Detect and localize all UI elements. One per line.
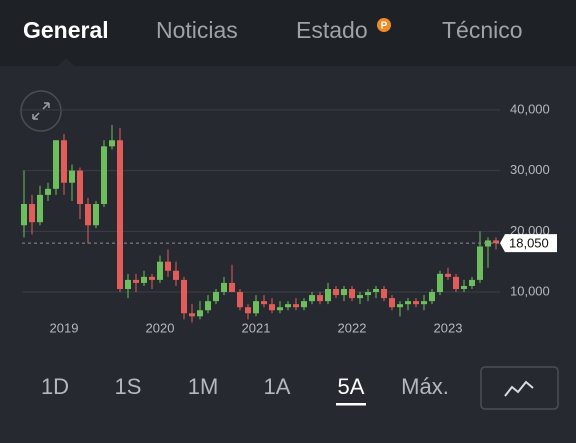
range-button[interactable]: 1A xyxy=(264,374,291,399)
candle-body xyxy=(133,279,139,283)
candle-body xyxy=(293,304,299,308)
tab[interactable]: Estado xyxy=(296,17,368,43)
candle-body xyxy=(309,295,315,302)
candle-body xyxy=(381,288,387,299)
candle-body xyxy=(413,301,419,305)
candle-body xyxy=(237,292,243,308)
tab[interactable]: General xyxy=(23,17,109,43)
estado-icon-glyph: P xyxy=(381,21,388,32)
candle-body xyxy=(245,307,251,314)
candle-body xyxy=(493,240,499,244)
x-tick-label: 2019 xyxy=(50,320,79,335)
candle-body xyxy=(453,276,459,289)
candle-body xyxy=(341,288,347,296)
range-button[interactable]: 1S xyxy=(115,374,142,399)
x-tick-label: 2022 xyxy=(338,320,367,335)
candle-body xyxy=(213,292,219,302)
candle-body xyxy=(461,285,467,289)
candle-body xyxy=(389,298,395,308)
candle-body xyxy=(301,301,307,308)
candle-body xyxy=(477,246,483,280)
tab-pointer xyxy=(58,58,74,66)
candle-body xyxy=(445,273,451,277)
y-tick-label: 20,000 xyxy=(510,223,550,238)
y-tick-label: 10,000 xyxy=(510,283,550,298)
candle-body xyxy=(421,301,427,305)
candle-body xyxy=(333,288,339,296)
candle-body xyxy=(157,261,163,280)
chart-type-icon xyxy=(504,380,534,397)
price-label-box xyxy=(500,234,557,253)
candle-body xyxy=(45,188,51,195)
candle-body xyxy=(189,313,195,317)
x-tick-label: 2023 xyxy=(434,320,463,335)
chart-type-button[interactable] xyxy=(480,366,559,410)
y-tick-label: 30,000 xyxy=(510,162,550,177)
range-button[interactable]: 1D xyxy=(41,374,69,399)
candle-body xyxy=(349,288,355,299)
candle-body xyxy=(253,301,259,314)
candle-body xyxy=(397,304,403,308)
candle-body xyxy=(37,194,43,223)
candle-body xyxy=(117,140,123,289)
candle-body xyxy=(365,292,371,296)
tab[interactable]: Técnico xyxy=(442,17,523,43)
candle-body xyxy=(101,146,107,204)
candle-body xyxy=(125,279,131,289)
x-tick-label: 2021 xyxy=(242,320,271,335)
candle-body xyxy=(269,304,275,311)
candle-body xyxy=(285,304,291,308)
candle-body xyxy=(149,276,155,280)
expand-button[interactable] xyxy=(20,90,62,132)
candle-body xyxy=(173,270,179,280)
range-button[interactable]: 1M xyxy=(188,374,219,399)
tab[interactable]: Noticias xyxy=(156,17,238,43)
candle-body xyxy=(325,288,331,302)
candle-body xyxy=(317,295,323,302)
candle-body xyxy=(53,140,59,189)
candle-body xyxy=(165,261,171,271)
tab-bar xyxy=(0,0,576,66)
candle-body xyxy=(229,282,235,293)
expand-icon xyxy=(32,102,50,120)
candle-body xyxy=(221,282,227,293)
range-button[interactable]: 5A xyxy=(338,374,365,399)
candle-body xyxy=(469,279,475,286)
candle-body xyxy=(181,279,187,314)
candle-body xyxy=(29,203,35,223)
candle-body xyxy=(437,273,443,293)
range-underline xyxy=(336,403,366,406)
range-button[interactable]: Máx. xyxy=(401,374,449,399)
candle-body xyxy=(93,203,99,226)
candle-body xyxy=(357,295,363,299)
estado-icon xyxy=(377,18,391,32)
x-tick-label: 2020 xyxy=(146,320,175,335)
candle-body xyxy=(373,288,379,293)
y-tick-label: 40,000 xyxy=(510,101,550,116)
price-label: 18,050 xyxy=(509,236,549,251)
candle-body xyxy=(277,307,283,311)
candle-body xyxy=(85,203,91,226)
candle-body xyxy=(205,301,211,311)
candle-body xyxy=(405,301,411,305)
candle-body xyxy=(21,203,27,226)
candle-body xyxy=(197,310,203,317)
candle-body xyxy=(61,140,67,183)
candle-body xyxy=(69,170,75,183)
candle-body xyxy=(485,240,491,247)
candle-body xyxy=(77,170,83,204)
candle-body xyxy=(141,276,147,283)
candle-body xyxy=(261,301,267,305)
candle-body xyxy=(429,292,435,302)
candle-body xyxy=(109,140,115,147)
